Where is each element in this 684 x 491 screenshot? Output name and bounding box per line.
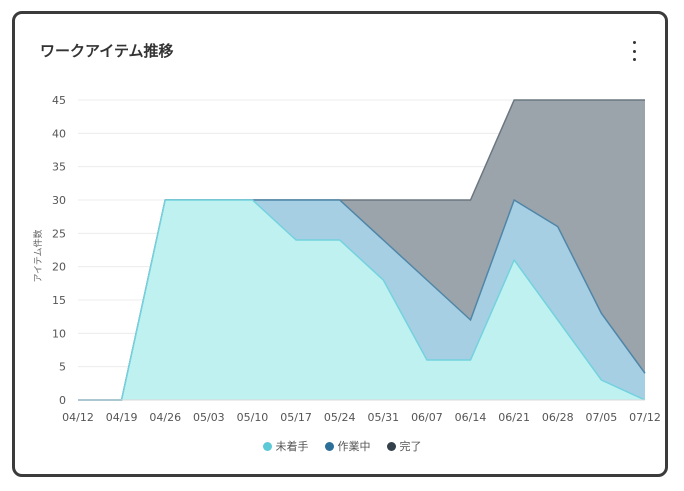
legend-dot-done [386,441,396,451]
y-tick-label: 30 [52,194,66,207]
x-tick-label: 05/03 [193,411,225,424]
x-tick-label: 06/14 [455,411,487,424]
y-tick-label: 45 [52,94,66,107]
card-title: ワークアイテム推移 [40,42,174,60]
x-tick-label: 06/21 [498,411,530,424]
x-tick-label: 04/19 [106,411,138,424]
chart-legend: 未着手 作業中 完了 [0,438,684,454]
x-tick-label: 04/12 [62,411,94,424]
legend-label-in-progress: 作業中 [337,440,371,453]
legend-item-in-progress[interactable]: 作業中 [324,438,371,454]
y-tick-label: 20 [52,261,66,274]
y-tick-label: 10 [52,327,66,340]
legend-dot-in-progress [324,441,334,451]
x-tick-label: 05/10 [237,411,269,424]
legend-item-not-started[interactable]: 未着手 [262,438,309,454]
legend-item-done[interactable]: 完了 [386,438,422,454]
y-tick-label: 40 [52,127,66,140]
legend-label-not-started: 未着手 [275,440,309,453]
series-line-2 [78,199,646,401]
y-tick-label: 15 [52,294,66,307]
series-area-2 [78,200,645,400]
y-tick-label: 25 [52,227,66,240]
x-tick-label: 05/17 [280,411,312,424]
x-tick-label: 06/07 [411,411,443,424]
more-vertical-icon[interactable] [627,41,641,61]
x-tick-label: 07/12 [629,411,661,424]
x-tick-label: 07/05 [586,411,618,424]
x-tick-label: 05/31 [367,411,399,424]
legend-dot-not-started [262,441,272,451]
x-tick-label: 05/24 [324,411,356,424]
y-tick-label: 0 [59,394,66,407]
y-tick-label: 5 [59,361,66,374]
y-tick-label: 35 [52,161,66,174]
y-axis-label: アイテム件数 [32,229,44,282]
x-tick-label: 04/26 [149,411,181,424]
x-tick-label: 06/28 [542,411,574,424]
legend-label-done: 完了 [399,440,422,453]
